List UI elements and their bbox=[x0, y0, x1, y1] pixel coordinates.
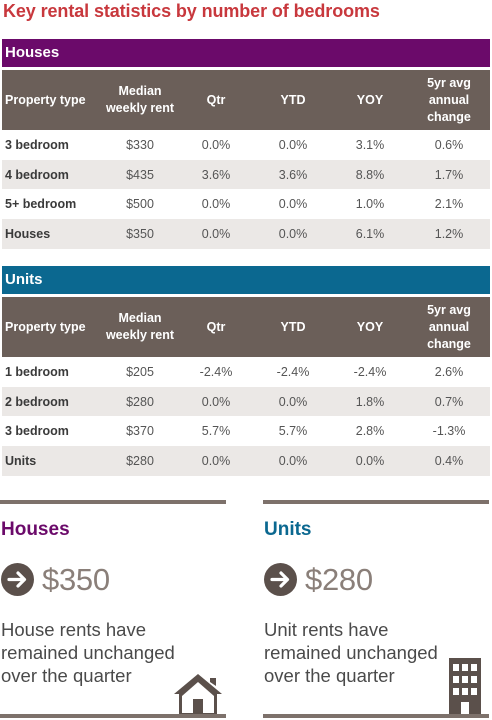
column-header-qtr: Qtr bbox=[178, 70, 254, 130]
row-label: 2 bedroom bbox=[2, 386, 102, 417]
row-label: Houses bbox=[2, 219, 102, 249]
qtr-cell: 3.6% bbox=[178, 159, 254, 190]
arrow-right-circle-icon bbox=[1, 563, 34, 596]
qtr-cell: -2.4% bbox=[178, 357, 254, 387]
yoy-cell: -2.4% bbox=[332, 357, 408, 387]
qtr-cell: 0.0% bbox=[178, 386, 254, 417]
yoy-cell: 2.8% bbox=[332, 416, 408, 447]
five-year-cell: 2.1% bbox=[408, 189, 490, 220]
table-row: 3 bedroom $330 0.0% 0.0% 3.1% 0.6% bbox=[2, 130, 490, 160]
median-rent-cell: $350 bbox=[102, 219, 178, 249]
building-icon bbox=[449, 658, 481, 716]
row-label: Units bbox=[2, 446, 102, 476]
column-header-yoy: YOY bbox=[332, 70, 408, 130]
units-summary-card: Units $280 Unit rents have remained unch… bbox=[263, 500, 489, 720]
column-header-5yr-avg: 5yr avg annual change bbox=[408, 297, 490, 357]
table-row: 2 bedroom $280 0.0% 0.0% 1.8% 0.7% bbox=[2, 386, 490, 417]
yoy-cell: 0.0% bbox=[332, 446, 408, 476]
houses-summary-card: Houses $350 House rents have remained un… bbox=[0, 500, 226, 720]
table-row: 3 bedroom $370 5.7% 5.7% 2.8% -1.3% bbox=[2, 416, 490, 447]
ytd-cell: 0.0% bbox=[254, 386, 332, 417]
table-header-row: Property type Median weekly rent Qtr YTD… bbox=[2, 297, 490, 357]
column-header-property-type: Property type bbox=[2, 70, 102, 130]
row-label: 3 bedroom bbox=[2, 130, 102, 160]
units-table: Property type Median weekly rent Qtr YTD… bbox=[2, 297, 490, 476]
row-label: 4 bedroom bbox=[2, 159, 102, 190]
column-header-yoy: YOY bbox=[332, 297, 408, 357]
median-rent-cell: $435 bbox=[102, 159, 178, 190]
five-year-cell: 0.7% bbox=[408, 386, 490, 417]
ytd-cell: 0.0% bbox=[254, 446, 332, 476]
units-summary-description: Unit rents have remained unchanged over … bbox=[264, 619, 438, 686]
ytd-cell: 0.0% bbox=[254, 130, 332, 160]
card-divider-top bbox=[0, 500, 226, 504]
column-header-qtr: Qtr bbox=[178, 297, 254, 357]
median-rent-cell: $370 bbox=[102, 416, 178, 447]
card-divider-bottom bbox=[263, 714, 489, 718]
units-summary-heading: Units bbox=[264, 519, 312, 540]
houses-table: Property type Median weekly rent Qtr YTD… bbox=[2, 70, 490, 249]
qtr-cell: 0.0% bbox=[178, 130, 254, 160]
ytd-cell: 5.7% bbox=[254, 416, 332, 447]
table-row: 4 bedroom $435 3.6% 3.6% 8.8% 1.7% bbox=[2, 159, 490, 190]
yoy-cell: 1.8% bbox=[332, 386, 408, 417]
qtr-cell: 5.7% bbox=[178, 416, 254, 447]
column-header-median-weekly-rent: Median weekly rent bbox=[102, 297, 178, 357]
qtr-cell: 0.0% bbox=[178, 189, 254, 220]
units-median-rent-value: $280 bbox=[305, 562, 373, 597]
median-rent-cell: $280 bbox=[102, 386, 178, 417]
column-header-ytd: YTD bbox=[254, 70, 332, 130]
median-rent-cell: $500 bbox=[102, 189, 178, 220]
houses-summary-heading: Houses bbox=[1, 519, 70, 540]
row-label: 1 bedroom bbox=[2, 357, 102, 387]
houses-section-header: Houses bbox=[2, 39, 490, 67]
arrow-right-circle-icon bbox=[264, 563, 297, 596]
median-rent-cell: $280 bbox=[102, 446, 178, 476]
qtr-cell: 0.0% bbox=[178, 219, 254, 249]
ytd-cell: 0.0% bbox=[254, 189, 332, 220]
ytd-cell: 0.0% bbox=[254, 219, 332, 249]
yoy-cell: 1.0% bbox=[332, 189, 408, 220]
column-header-median-weekly-rent: Median weekly rent bbox=[102, 70, 178, 130]
table-row: Houses $350 0.0% 0.0% 6.1% 1.2% bbox=[2, 219, 490, 249]
table-row: 5+ bedroom $500 0.0% 0.0% 1.0% 2.1% bbox=[2, 189, 490, 220]
page-title: Key rental statistics by number of bedro… bbox=[3, 1, 380, 21]
five-year-cell: 0.6% bbox=[408, 130, 490, 160]
houses-median-rent-value: $350 bbox=[42, 562, 110, 597]
table-row: Units $280 0.0% 0.0% 0.0% 0.4% bbox=[2, 446, 490, 476]
median-rent-cell: $205 bbox=[102, 357, 178, 387]
yoy-cell: 3.1% bbox=[332, 130, 408, 160]
five-year-cell: 0.4% bbox=[408, 446, 490, 476]
five-year-cell: 2.6% bbox=[408, 357, 490, 387]
ytd-cell: -2.4% bbox=[254, 357, 332, 387]
table-row: 1 bedroom $205 -2.4% -2.4% -2.4% 2.6% bbox=[2, 357, 490, 387]
median-rent-cell: $330 bbox=[102, 130, 178, 160]
qtr-cell: 0.0% bbox=[178, 446, 254, 476]
yoy-cell: 6.1% bbox=[332, 219, 408, 249]
column-header-property-type: Property type bbox=[2, 297, 102, 357]
card-divider-top bbox=[263, 500, 489, 504]
house-icon bbox=[174, 674, 222, 716]
five-year-cell: 1.7% bbox=[408, 159, 490, 190]
row-label: 3 bedroom bbox=[2, 416, 102, 447]
column-header-5yr-avg: 5yr avg annual change bbox=[408, 70, 490, 130]
column-header-ytd: YTD bbox=[254, 297, 332, 357]
five-year-cell: 1.2% bbox=[408, 219, 490, 249]
ytd-cell: 3.6% bbox=[254, 159, 332, 190]
row-label: 5+ bedroom bbox=[2, 189, 102, 220]
five-year-cell: -1.3% bbox=[408, 416, 490, 447]
table-header-row: Property type Median weekly rent Qtr YTD… bbox=[2, 70, 490, 130]
card-divider-bottom bbox=[0, 714, 226, 718]
houses-summary-description: House rents have remained unchanged over… bbox=[1, 619, 175, 686]
yoy-cell: 8.8% bbox=[332, 159, 408, 190]
units-section-header: Units bbox=[2, 266, 490, 294]
